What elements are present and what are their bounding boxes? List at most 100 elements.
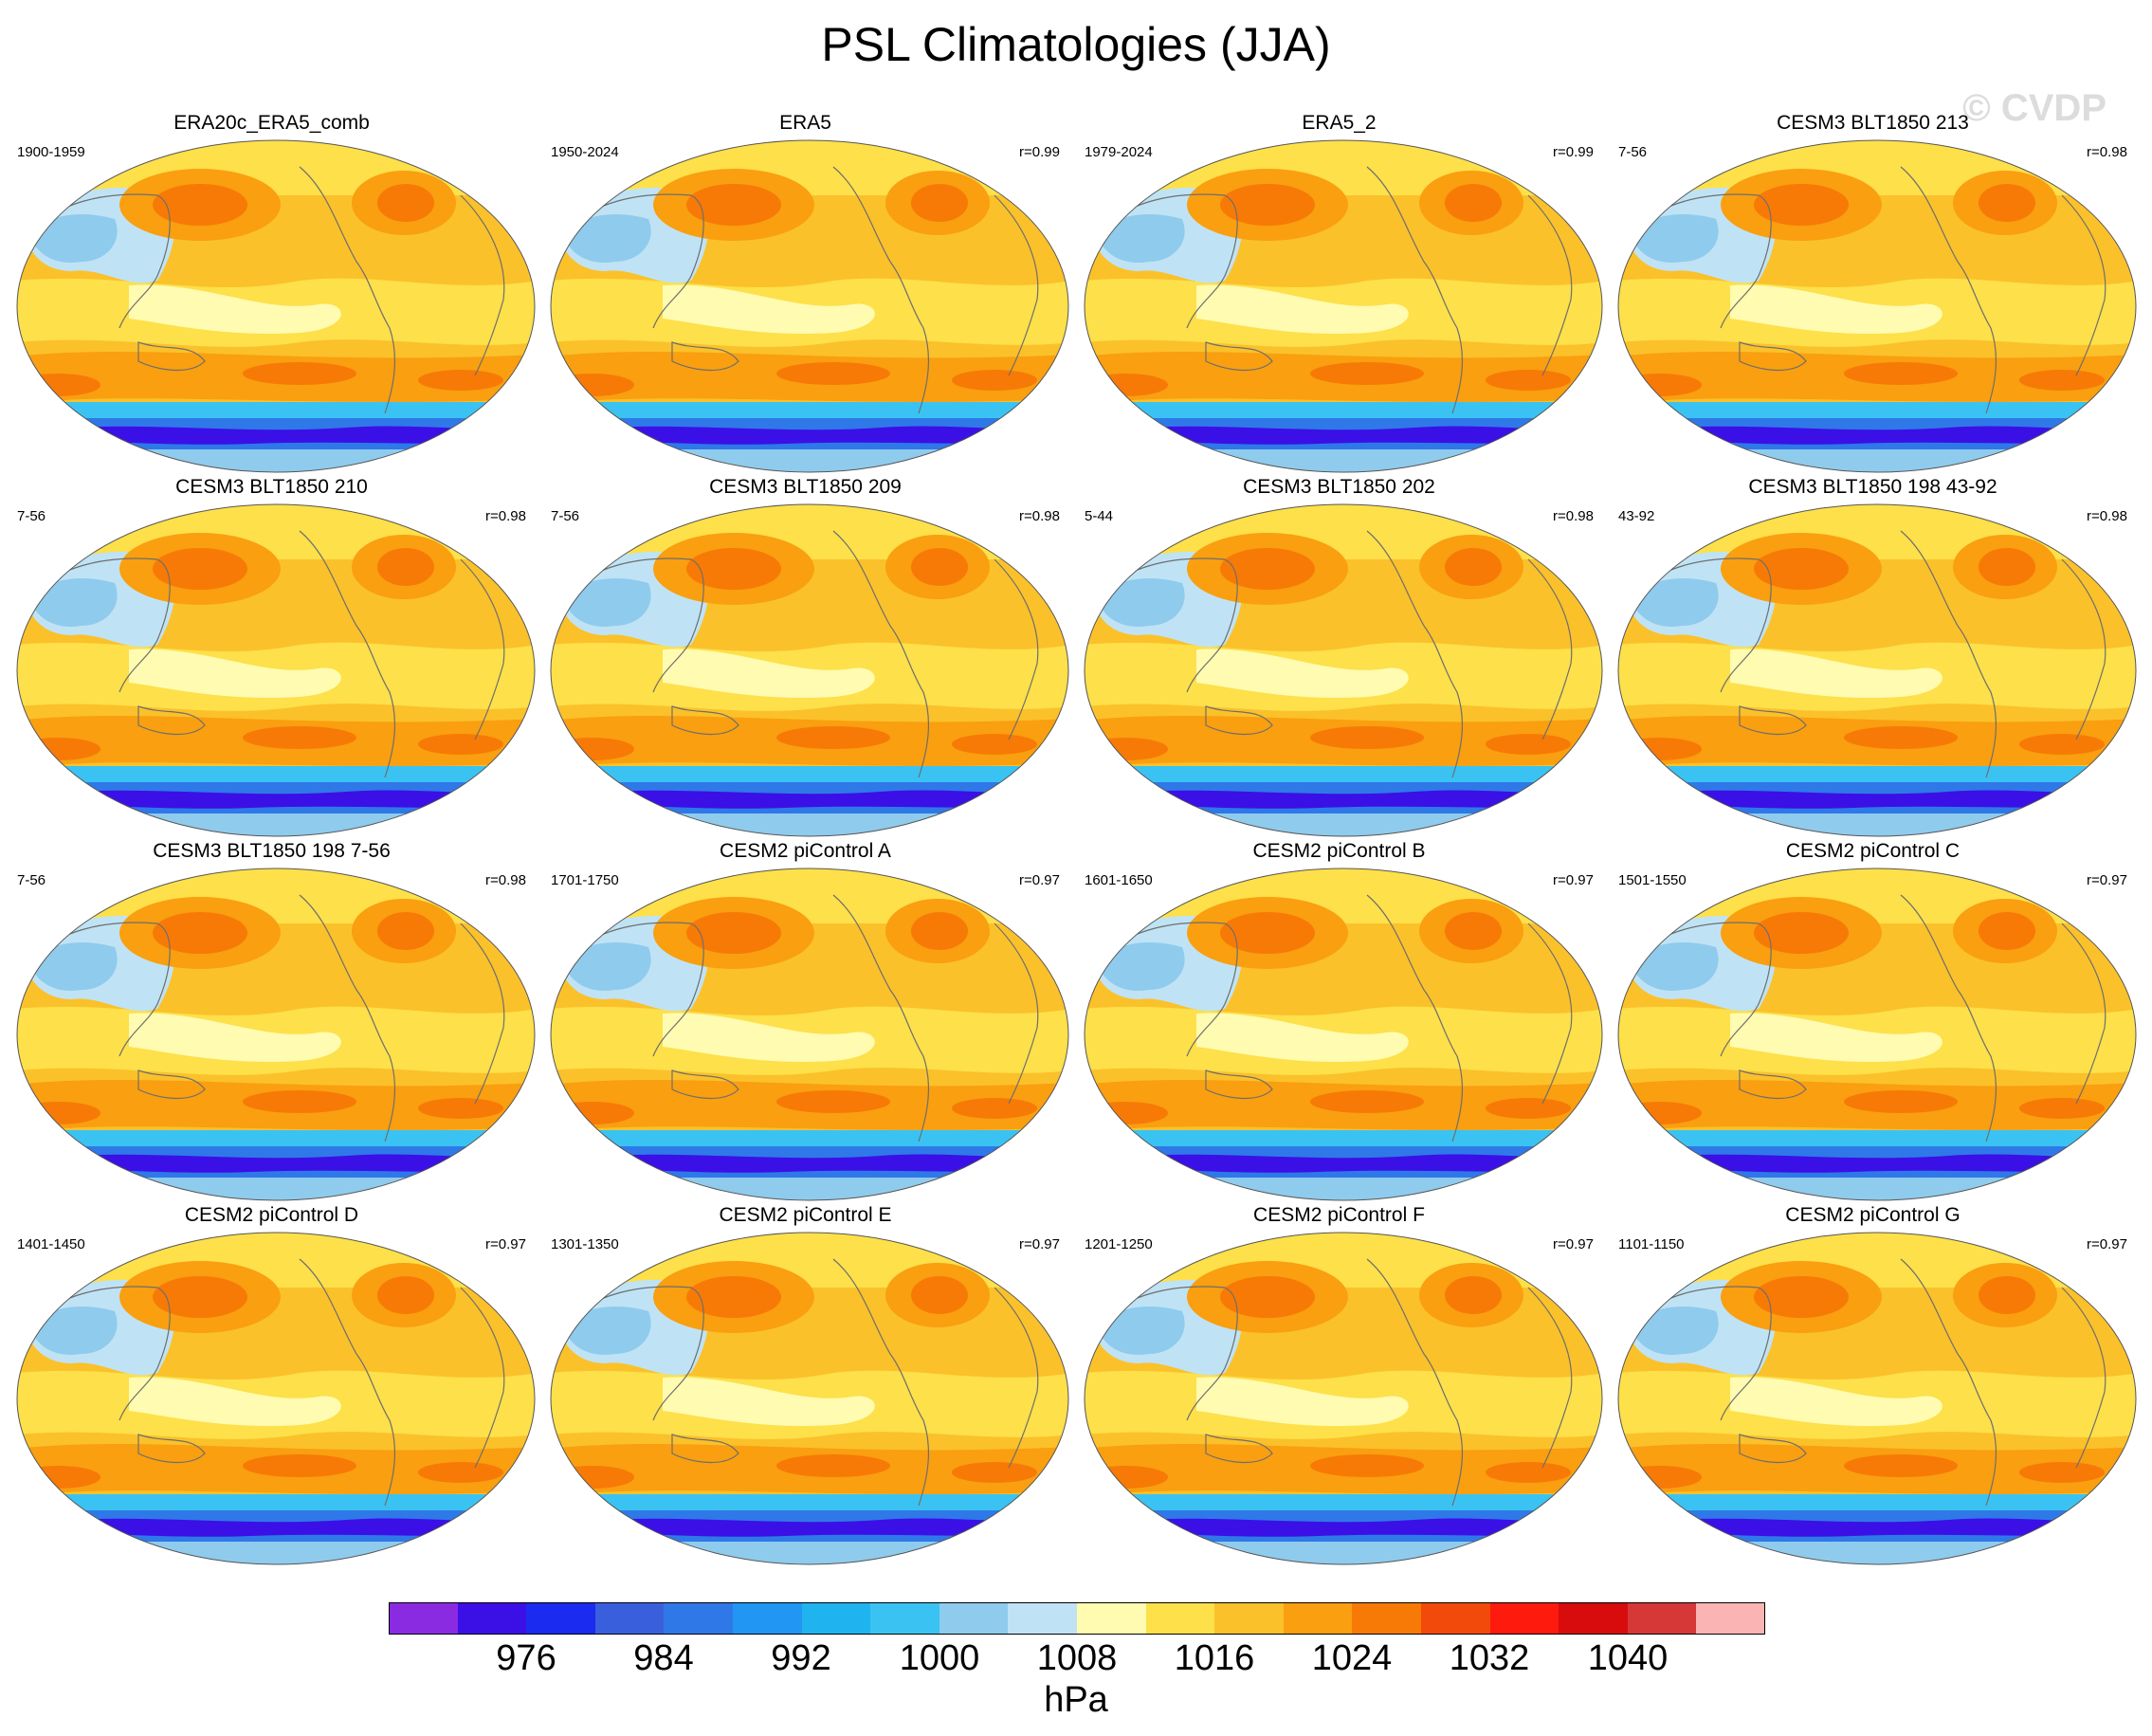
south-pacific-high bbox=[776, 726, 890, 749]
map-panel: CESM3 BLT1850 210 7-56 r=0.98 bbox=[4, 476, 539, 841]
antarctic-band bbox=[17, 1178, 535, 1200]
psl-map bbox=[1617, 503, 2137, 837]
map-outline bbox=[1084, 1232, 1603, 1565]
panel-years: 1900-1959 bbox=[17, 144, 85, 160]
panel-title: CESM3 BLT1850 210 bbox=[175, 476, 368, 498]
panel-title: CESM2 piControl B bbox=[1252, 840, 1426, 862]
southern-ocean-light bbox=[1085, 402, 1602, 421]
south-pacific-high bbox=[243, 726, 356, 749]
coastline-asia bbox=[33, 922, 171, 1057]
south-pacific-high bbox=[776, 1090, 890, 1113]
tropical-pacific-low bbox=[663, 1013, 875, 1063]
colorbar-swatch bbox=[526, 1602, 596, 1635]
coastline-americas bbox=[832, 894, 930, 1142]
colorbar-swatch bbox=[1145, 1602, 1215, 1635]
colorbar-label: 1040 bbox=[1587, 1638, 1669, 1678]
south-indian-high bbox=[1085, 1466, 1168, 1489]
coastline-asia bbox=[567, 1286, 704, 1421]
antarctic-band bbox=[1618, 1542, 2136, 1564]
map-panel: ERA20c_ERA5_comb 1900-1959 bbox=[4, 112, 539, 477]
tropical-pacific-low bbox=[1730, 1377, 1942, 1427]
coastline-australia bbox=[1739, 1069, 1807, 1100]
south-pacific-high bbox=[1310, 726, 1424, 749]
psl-map bbox=[16, 503, 536, 837]
panel-correlation: r=0.98 bbox=[2087, 508, 2127, 524]
coastline-africa bbox=[1527, 1287, 1573, 1469]
map-panel: ERA5 1950-2024 r=0.99 bbox=[538, 112, 1073, 477]
antarctic-band bbox=[1085, 449, 1602, 472]
psl-map bbox=[1617, 139, 2137, 473]
north-pacific-high-inner bbox=[1754, 184, 1849, 226]
panel-correlation: r=0.98 bbox=[485, 872, 526, 888]
tropical-pacific-low bbox=[1730, 649, 1942, 699]
map-outline bbox=[16, 139, 536, 473]
southern-ocean-light bbox=[1618, 766, 2136, 785]
north-atlantic-high-inner bbox=[377, 548, 434, 586]
psl-map bbox=[550, 503, 1069, 837]
south-indian-high bbox=[1618, 374, 1702, 396]
arctic-band bbox=[17, 1233, 535, 1288]
north-pacific-high-inner bbox=[153, 912, 247, 954]
coastline-australia bbox=[137, 1434, 206, 1464]
north-pacific-high-inner bbox=[686, 1276, 781, 1318]
coastline-asia bbox=[1634, 557, 1772, 693]
map-field bbox=[17, 1233, 535, 1564]
tropical-pacific-low bbox=[1730, 1013, 1942, 1063]
coastline-africa bbox=[994, 923, 1039, 1105]
map-field bbox=[1618, 868, 2136, 1200]
coastline-africa bbox=[2061, 1287, 2106, 1469]
panel-years: 1501-1550 bbox=[1618, 872, 1687, 888]
panel-title: CESM3 BLT1850 202 bbox=[1243, 476, 1435, 498]
asian-low-inner bbox=[563, 942, 651, 991]
panel-years: 1101-1150 bbox=[1618, 1236, 1685, 1252]
coastline-asia bbox=[567, 557, 704, 693]
panel-correlation: r=0.98 bbox=[1553, 508, 1594, 524]
psl-map bbox=[1084, 503, 1603, 837]
north-pacific-high-inner bbox=[1220, 184, 1315, 226]
south-indian-high bbox=[17, 1102, 100, 1124]
panel-years: 1201-1250 bbox=[1085, 1236, 1153, 1252]
south-indian-high bbox=[17, 1466, 100, 1489]
south-pacific-high bbox=[243, 1454, 356, 1477]
colorbar-label: 992 bbox=[771, 1638, 831, 1678]
panel-correlation: r=0.99 bbox=[1553, 144, 1594, 160]
coastline-australia bbox=[671, 1069, 739, 1100]
colorbar-label: 1016 bbox=[1174, 1638, 1255, 1678]
coastline-asia bbox=[1634, 1286, 1772, 1421]
arctic-band bbox=[1085, 140, 1602, 195]
colorbar-label: 1000 bbox=[899, 1638, 980, 1678]
map-panel: CESM2 piControl G 1101-1150 r=0.97 bbox=[1605, 1204, 2141, 1569]
coastline-australia bbox=[137, 341, 206, 372]
colorbar-label: 1024 bbox=[1311, 1638, 1393, 1678]
coastline-africa bbox=[460, 194, 505, 376]
panel-title: CESM3 BLT1850 198 43-92 bbox=[1748, 476, 1997, 498]
arctic-band bbox=[1618, 504, 2136, 559]
panel-title: CESM2 piControl A bbox=[720, 840, 891, 862]
colorbar-swatch bbox=[594, 1602, 665, 1635]
asian-low-inner bbox=[563, 1307, 651, 1355]
arctic-band bbox=[17, 868, 535, 923]
coastline-australia bbox=[1739, 341, 1807, 372]
psl-map bbox=[16, 139, 536, 473]
coastline-asia bbox=[1101, 922, 1238, 1057]
tropical-pacific-low bbox=[129, 1377, 341, 1427]
coastline-americas bbox=[1366, 166, 1464, 414]
panel-years: 1979-2024 bbox=[1085, 144, 1153, 160]
panel-title: CESM2 piControl D bbox=[184, 1204, 359, 1226]
colorbar-swatch bbox=[870, 1602, 940, 1635]
psl-map bbox=[1084, 1232, 1603, 1565]
southern-ocean-light bbox=[551, 1494, 1068, 1513]
asian-low-inner bbox=[1097, 214, 1185, 263]
south-atlantic-high bbox=[418, 1098, 503, 1119]
tropical-pacific-low bbox=[1196, 284, 1409, 335]
map-panel: CESM2 piControl F 1201-1250 r=0.97 bbox=[1071, 1204, 1607, 1569]
south-pacific-high bbox=[1310, 1090, 1424, 1113]
coastline-australia bbox=[137, 1069, 206, 1100]
north-atlantic-high-inner bbox=[1979, 184, 2035, 222]
north-atlantic-high-inner bbox=[1445, 184, 1502, 222]
southern-ocean-light bbox=[17, 1494, 535, 1513]
north-pacific-high-inner bbox=[1754, 912, 1849, 954]
south-atlantic-high bbox=[1486, 1462, 1571, 1483]
southern-ocean-deep-low bbox=[72, 426, 535, 445]
coastline-australia bbox=[671, 705, 739, 736]
